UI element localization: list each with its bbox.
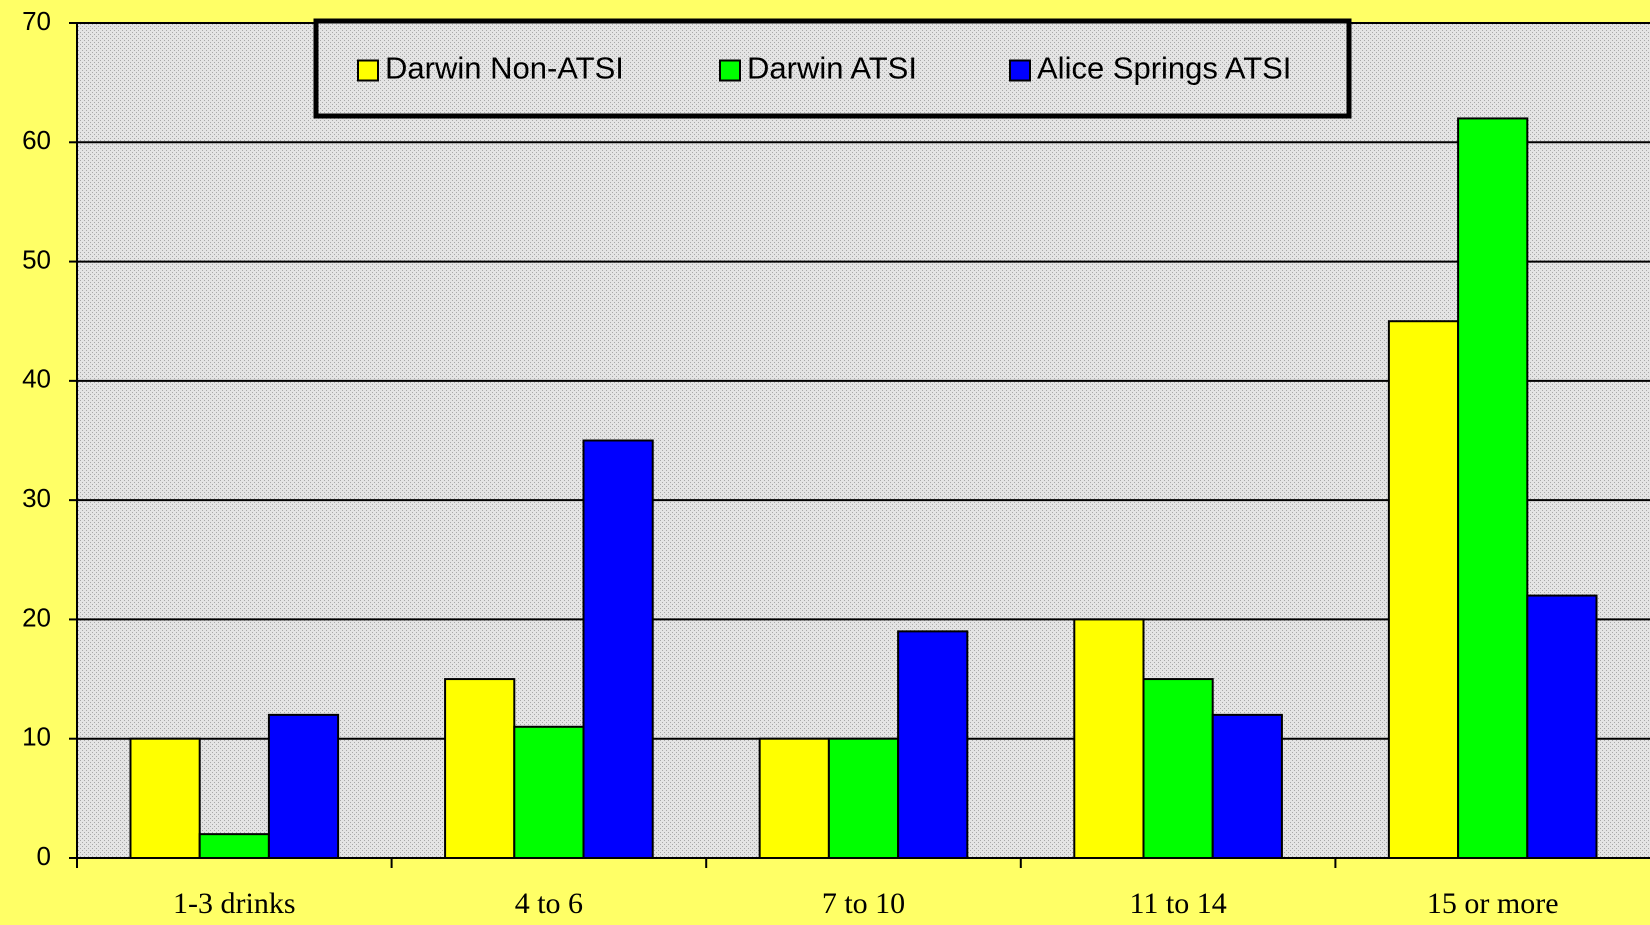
bar <box>1073 618 1145 860</box>
legend-label: Alice Springs ATSI <box>1037 51 1291 86</box>
legend-box <box>313 18 1352 119</box>
bar <box>1142 678 1214 859</box>
x-tick-label: 11 to 14 <box>1129 887 1226 920</box>
bar <box>198 833 270 860</box>
bar <box>582 439 654 859</box>
x-tick-label: 4 to 6 <box>515 887 583 920</box>
bar <box>827 737 900 860</box>
bar <box>267 713 340 859</box>
legend-label: Darwin ATSI <box>747 51 917 86</box>
y-tick-label: 0 <box>37 841 51 871</box>
bar <box>1457 117 1529 859</box>
x-tick-label: 7 to 10 <box>822 887 905 920</box>
y-tick-label: 20 <box>22 602 51 632</box>
bar <box>758 737 830 860</box>
bar <box>1526 594 1598 859</box>
y-tick-label: 70 <box>22 6 51 36</box>
y-tick-label: 60 <box>22 125 51 155</box>
y-tick-label: 50 <box>22 244 51 274</box>
bar <box>513 725 585 859</box>
y-tick-label: 40 <box>22 364 51 394</box>
bar <box>129 737 201 860</box>
legend-label: Darwin Non-ATSI <box>385 51 624 86</box>
plot-area <box>77 23 1650 858</box>
y-tick-label: 30 <box>22 483 51 513</box>
bar <box>1211 713 1283 859</box>
x-tick-label: 1-3 drinks <box>173 887 296 920</box>
bar <box>897 630 969 859</box>
x-tick-label: 15 or more <box>1427 887 1559 920</box>
legend-swatch <box>1009 59 1031 82</box>
legend-swatch <box>357 59 379 82</box>
bar <box>444 678 516 859</box>
bar <box>1387 320 1460 859</box>
legend-swatch <box>719 59 741 82</box>
y-tick-label: 10 <box>22 722 51 752</box>
